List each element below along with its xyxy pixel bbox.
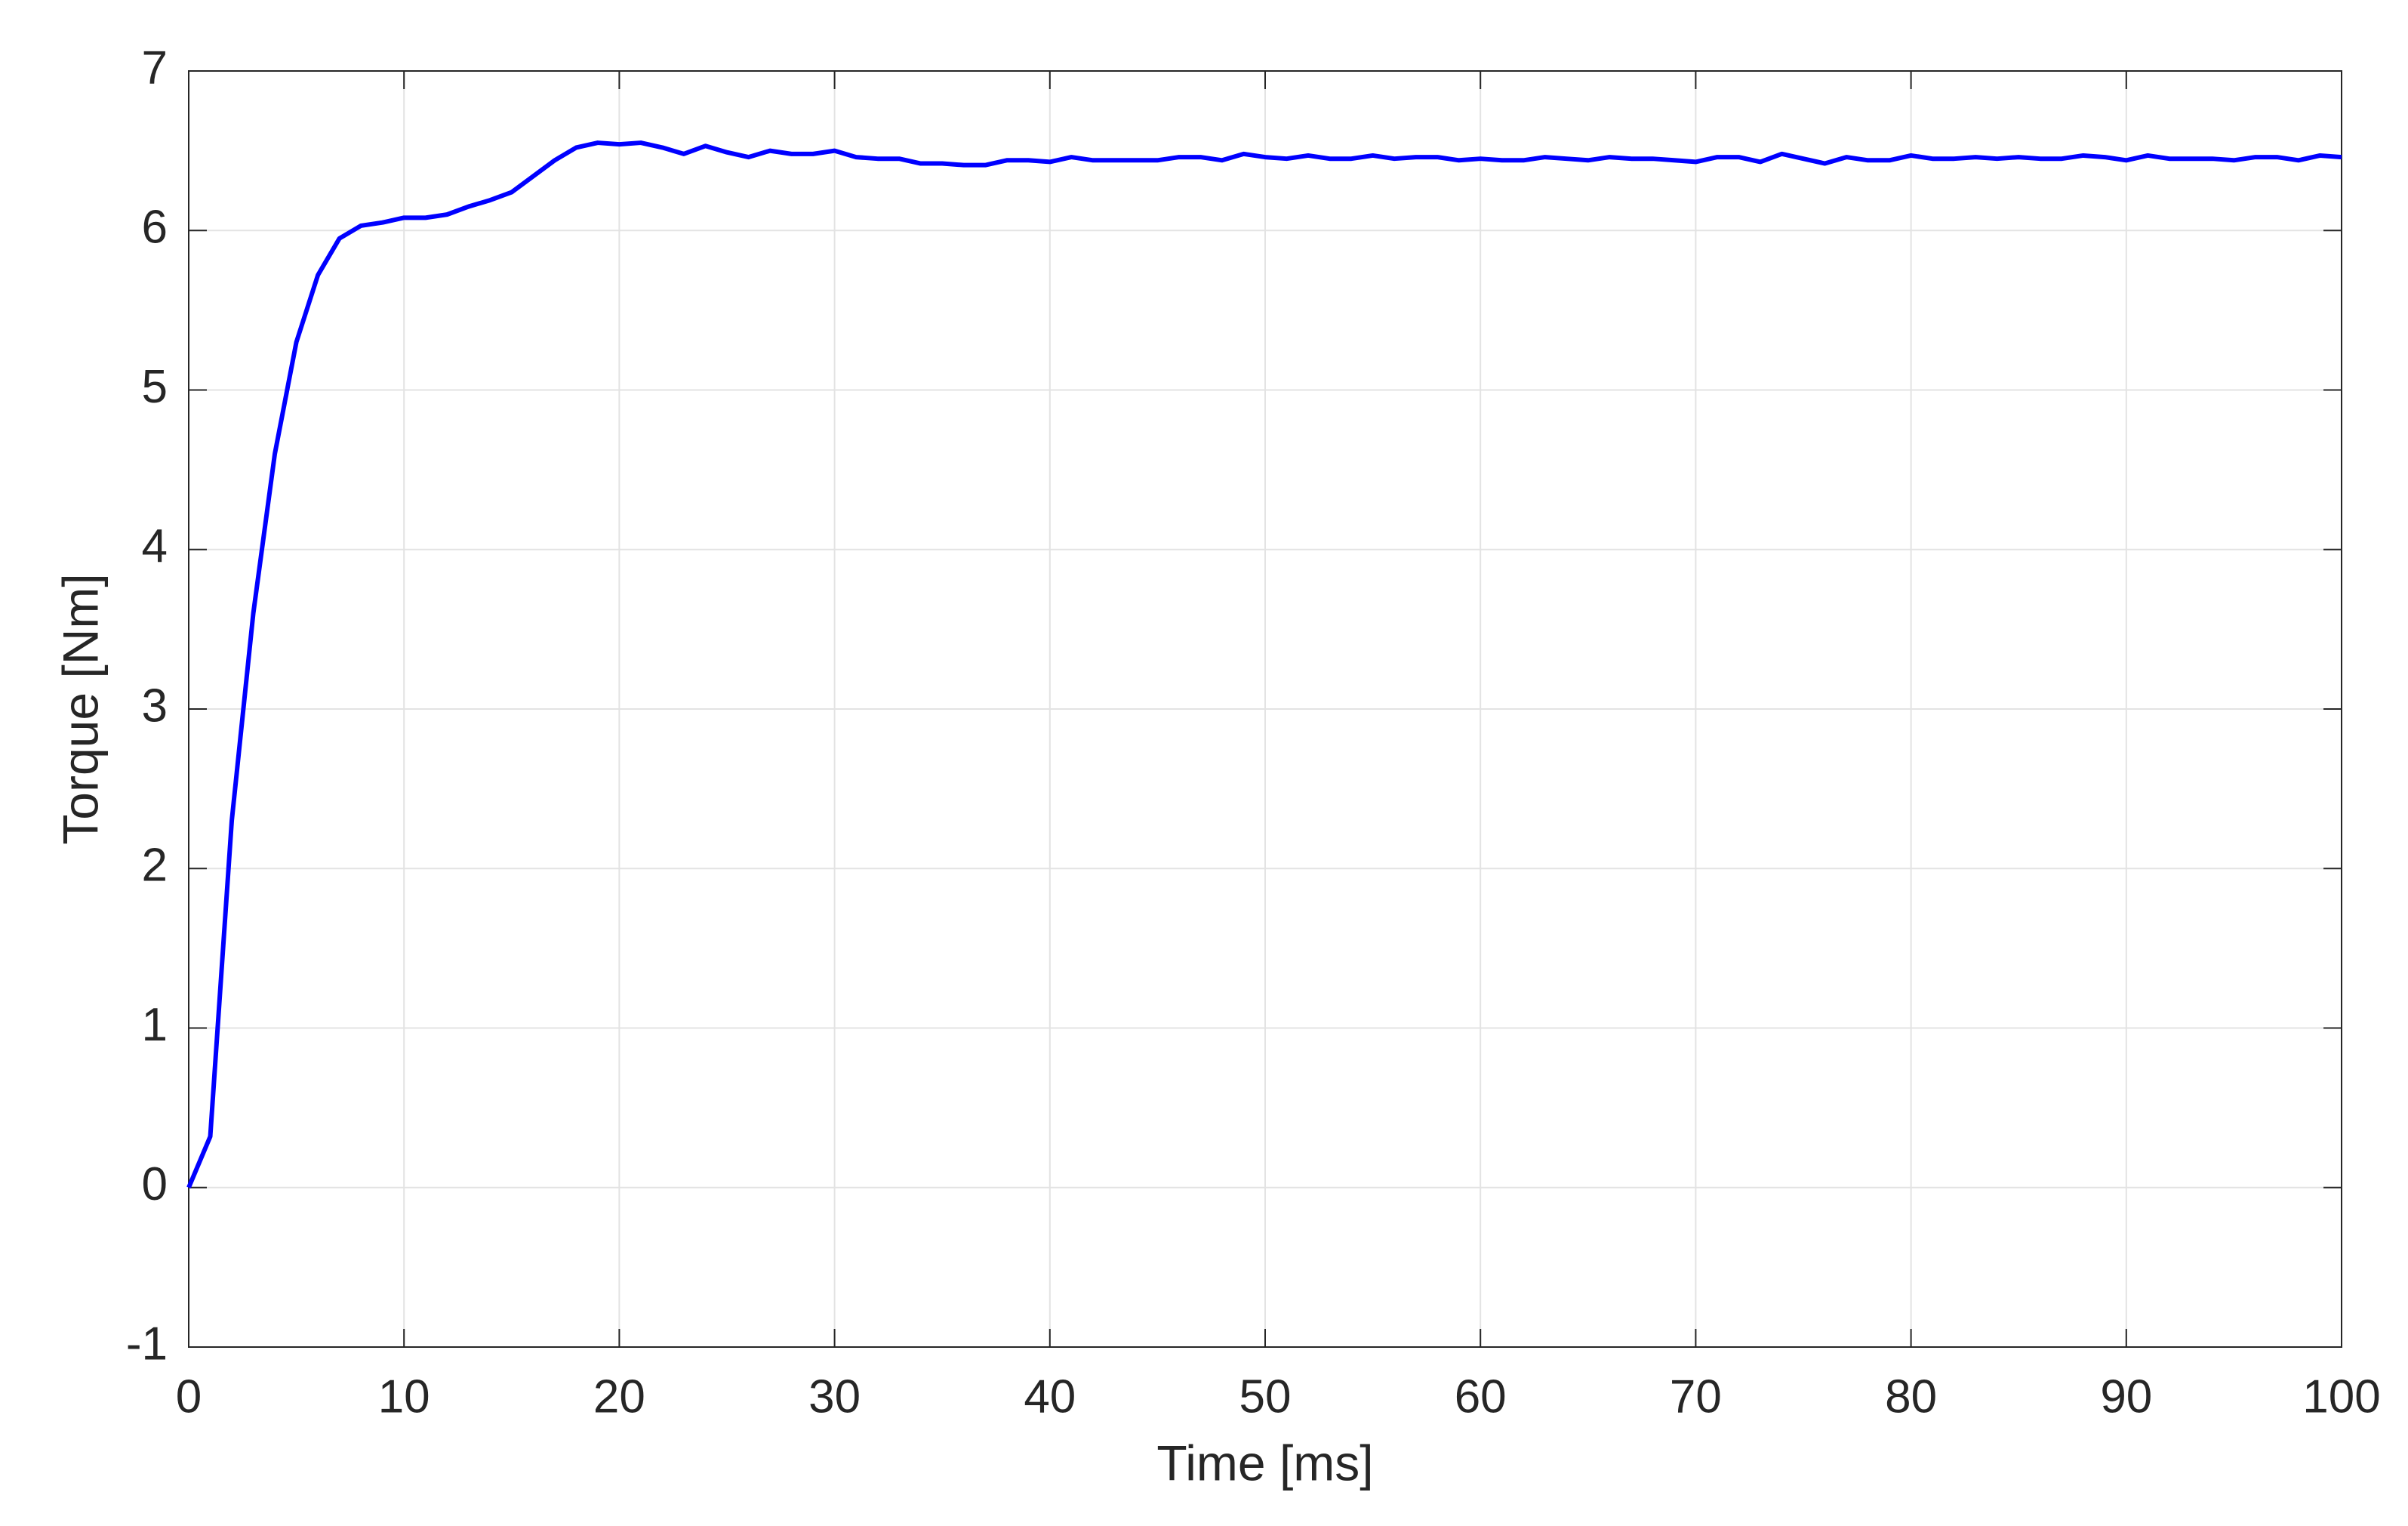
x-tick-label: 100 [2302, 1370, 2380, 1423]
y-axis-label: Torque [Nm] [52, 573, 108, 844]
x-tick-label: 90 [2100, 1370, 2152, 1423]
x-axis-label: Time [ms] [1156, 1435, 1373, 1491]
plot-frame [188, 70, 2342, 1348]
x-tick-label: 0 [176, 1370, 202, 1423]
y-tick-label: 1 [142, 999, 168, 1051]
x-tick-label: 60 [1455, 1370, 1507, 1423]
x-tick-label: 10 [378, 1370, 430, 1423]
y-tick-label: -1 [126, 1318, 168, 1370]
x-tick-label: 20 [593, 1370, 645, 1423]
x-tick-label: 70 [1670, 1370, 1722, 1423]
y-tick-label: 7 [142, 42, 168, 94]
y-tick-label: 0 [142, 1158, 168, 1210]
y-tick-label: 6 [142, 202, 168, 254]
data-line [186, 140, 2342, 1188]
y-tick-label: 4 [142, 520, 168, 572]
x-tick-label: 30 [808, 1370, 861, 1423]
x-tick-label: 50 [1239, 1370, 1292, 1423]
x-tick-label: 40 [1024, 1370, 1076, 1423]
x-tick-label: 80 [1885, 1370, 1937, 1423]
y-tick-label: 2 [142, 840, 168, 892]
y-tick-label: 3 [142, 680, 168, 732]
y-tick-label: 5 [142, 361, 168, 413]
